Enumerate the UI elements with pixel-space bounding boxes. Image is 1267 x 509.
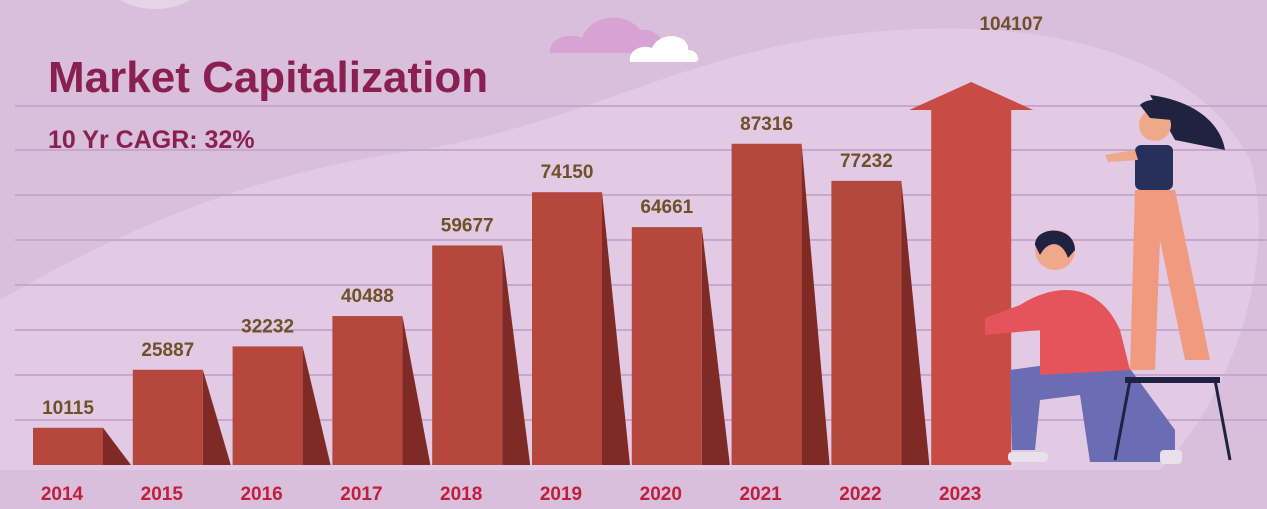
x-tick-label: 2017: [340, 484, 382, 505]
value-label: 10115: [42, 398, 94, 419]
value-label: 104107: [979, 14, 1042, 35]
x-tick-label: 2015: [141, 484, 184, 505]
x-tick-label: 2020: [640, 484, 682, 505]
bar: [831, 181, 901, 465]
bar: [632, 227, 702, 465]
bar: [332, 316, 402, 465]
chart-subtitle: 10 Yr CAGR: 32%: [48, 126, 255, 154]
x-tick-label: 2021: [739, 484, 782, 505]
chart: Market Capitalization 10 Yr CAGR: 32% 20…: [0, 0, 1267, 509]
x-tick-label: 2023: [939, 484, 981, 505]
bar: [432, 245, 502, 465]
value-label: 59677: [441, 215, 494, 236]
bar: [233, 346, 303, 465]
value-label: 40488: [341, 286, 394, 307]
value-label: 64661: [640, 197, 693, 218]
value-label: 32232: [241, 316, 294, 337]
bar: [33, 428, 103, 465]
bar: [133, 370, 203, 465]
x-tick-label: 2019: [540, 484, 582, 505]
value-label: 87316: [740, 114, 793, 135]
x-tick-label: 2016: [240, 484, 282, 505]
bar: [732, 144, 802, 465]
value-label: 77232: [840, 151, 893, 172]
value-label: 25887: [141, 340, 194, 361]
chart-title: Market Capitalization: [48, 53, 488, 102]
x-tick-label: 2018: [440, 484, 482, 505]
bar: [532, 192, 602, 465]
page: {"chart_data": {"type": "bar", "title": …: [0, 0, 1267, 509]
x-tick-label: 2014: [41, 484, 84, 505]
x-tick-label: 2022: [839, 484, 881, 505]
value-label: 74150: [541, 162, 594, 183]
